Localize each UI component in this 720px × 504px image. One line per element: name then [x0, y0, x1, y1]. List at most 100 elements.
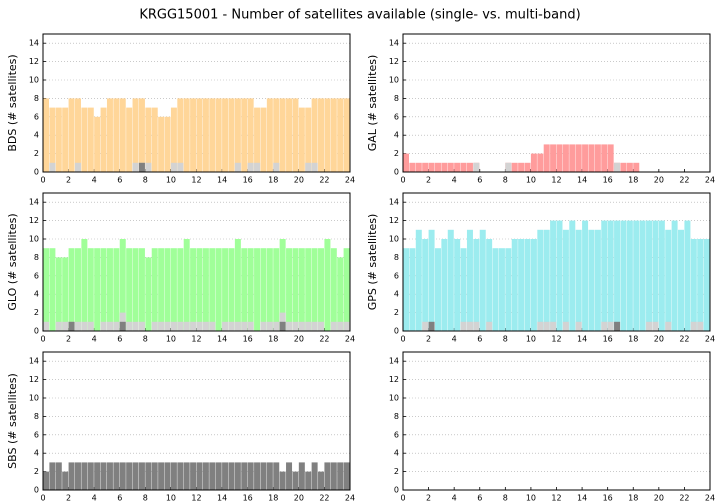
bar	[49, 248, 56, 331]
bar	[562, 144, 569, 172]
x-tick-label: 12	[191, 176, 201, 185]
bar	[607, 321, 614, 331]
x-tick-label: 4	[92, 494, 97, 503]
y-tick-label: 2	[34, 467, 39, 476]
bar	[273, 98, 280, 172]
x-tick-label: 0	[40, 494, 45, 503]
bar	[454, 239, 461, 331]
x-tick-label: 6	[117, 335, 122, 344]
y-tick-label: 14	[389, 39, 399, 48]
bar	[164, 248, 171, 331]
y-tick-label: 2	[34, 308, 39, 317]
bar	[530, 239, 537, 331]
bar	[562, 229, 569, 331]
bar	[87, 248, 94, 331]
x-tick-label: 20	[654, 335, 664, 344]
bar	[170, 462, 177, 490]
x-tick-label: 6	[477, 494, 482, 503]
bar	[703, 239, 710, 331]
bar	[311, 462, 318, 490]
bar	[55, 107, 62, 172]
bar	[196, 462, 203, 490]
bar	[626, 162, 633, 172]
x-tick-label: 24	[345, 335, 355, 344]
x-tick-label: 16	[603, 176, 613, 185]
bar	[100, 321, 107, 331]
x-tick-label: 16	[603, 335, 613, 344]
x-tick-label: 2	[426, 494, 431, 503]
bar	[113, 98, 120, 172]
bar	[247, 248, 254, 331]
y-tick-label: 6	[394, 112, 399, 121]
bar	[466, 321, 473, 331]
bar	[55, 321, 62, 331]
bar	[49, 162, 56, 172]
bar	[569, 220, 576, 331]
bar	[601, 144, 608, 172]
bar	[665, 229, 672, 331]
bar	[49, 107, 56, 172]
x-tick-label: 2	[426, 176, 431, 185]
bar	[671, 220, 678, 331]
bar	[106, 462, 113, 490]
bar	[158, 462, 165, 490]
x-tick-label: 22	[319, 176, 329, 185]
bar	[658, 220, 665, 331]
bar	[138, 462, 145, 490]
bar	[234, 462, 241, 490]
bar	[132, 462, 139, 490]
y-tick-label: 10	[389, 394, 399, 403]
bar	[190, 98, 197, 172]
bar	[234, 162, 241, 172]
bar	[228, 462, 235, 490]
y-tick-label: 4	[34, 449, 39, 458]
bar	[639, 220, 646, 331]
bar	[74, 162, 81, 172]
bar	[460, 162, 467, 172]
bar	[690, 239, 697, 331]
bar	[228, 248, 235, 331]
y-tick-label: 6	[394, 430, 399, 439]
bar	[138, 321, 145, 331]
figure-title: KRGG15001 - Number of satellites availab…	[139, 8, 580, 23]
bar	[486, 321, 493, 331]
bar	[183, 98, 190, 172]
bar	[62, 257, 69, 331]
bar	[665, 321, 672, 331]
bar	[158, 321, 165, 331]
x-tick-label: 10	[166, 335, 176, 344]
bar	[234, 239, 241, 331]
bar	[279, 239, 286, 331]
bar	[126, 248, 133, 331]
bar	[209, 98, 216, 172]
y-tick-label: 2	[394, 467, 399, 476]
bar	[646, 321, 653, 331]
x-tick-label: 16	[243, 494, 253, 503]
bar	[81, 321, 88, 331]
bar	[196, 248, 203, 331]
x-tick-label: 16	[603, 494, 613, 503]
bar	[292, 321, 299, 331]
bar	[422, 321, 429, 331]
bar	[298, 462, 305, 490]
bar	[447, 229, 454, 331]
bar	[575, 229, 582, 331]
bar	[158, 248, 165, 331]
bar	[87, 321, 94, 331]
bar	[562, 321, 569, 331]
y-tick-label: 14	[389, 198, 399, 207]
bar	[403, 153, 409, 172]
bar	[324, 239, 331, 331]
bar	[81, 239, 88, 331]
bar	[43, 321, 49, 331]
bar	[330, 321, 337, 331]
x-tick-label: 8	[143, 335, 148, 344]
y-tick-label: 6	[34, 430, 39, 439]
x-tick-label: 4	[452, 494, 457, 503]
x-tick-label: 6	[477, 335, 482, 344]
x-tick-label: 8	[143, 176, 148, 185]
x-tick-label: 2	[66, 176, 71, 185]
bar	[222, 248, 229, 331]
x-tick-label: 16	[243, 335, 253, 344]
bar	[311, 162, 318, 172]
